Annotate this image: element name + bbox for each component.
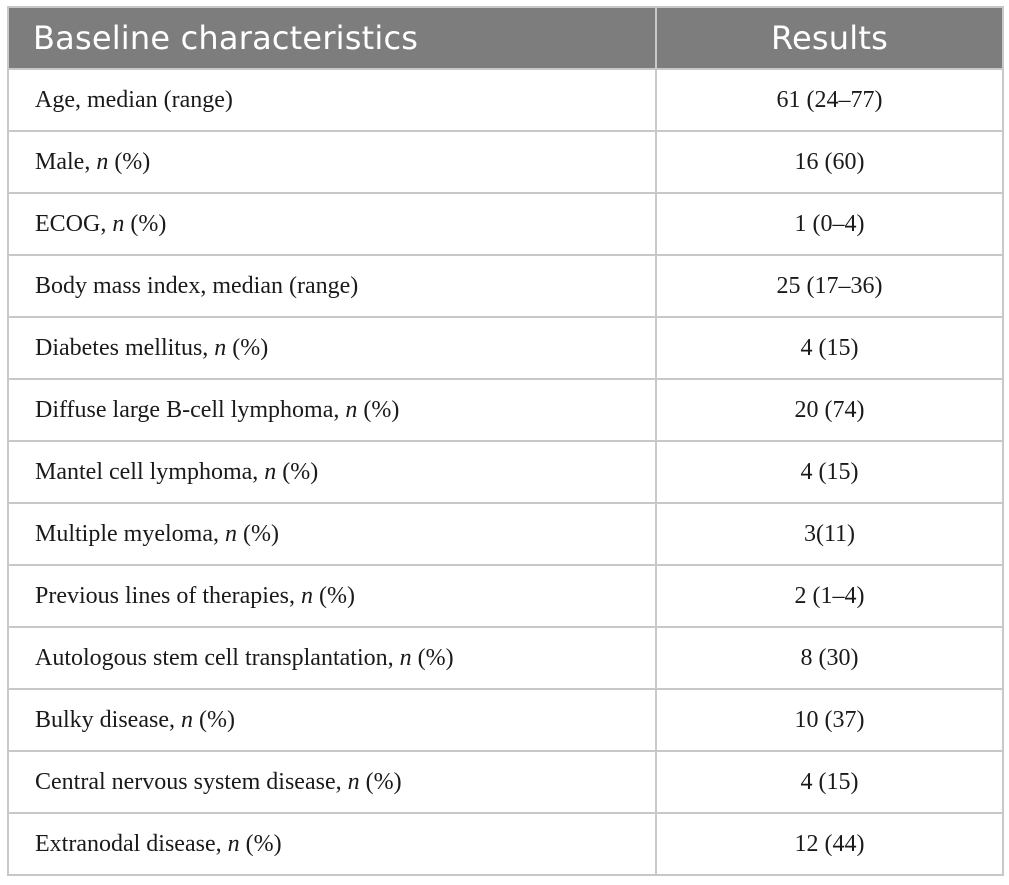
label-text: Extranodal disease, (35, 830, 228, 857)
n-symbol: n (264, 458, 277, 485)
label-suffix: (%) (276, 458, 319, 485)
table-row: Diffuse large B-cell lymphoma, n (%) 20 … (7, 378, 1004, 442)
row-label: Bulky disease, n (%) (7, 688, 657, 752)
row-value: 20 (74) (655, 378, 1004, 442)
row-value: 4 (15) (655, 750, 1004, 814)
label-text: Autologous stem cell transplantation, (35, 644, 400, 671)
label-text: Mantel cell lymphoma, (35, 458, 265, 485)
table-row: Mantel cell lymphoma, n (%) 4 (15) (7, 440, 1004, 504)
n-symbol: n (345, 396, 358, 423)
row-label: Central nervous system disease, n (%) (7, 750, 657, 814)
label-suffix: (%) (357, 396, 400, 423)
label-text: Male, (35, 148, 97, 175)
row-label: Autologous stem cell transplantation, n … (7, 626, 657, 690)
row-value: 3(11) (655, 502, 1004, 566)
n-symbol: n (96, 148, 109, 175)
row-value: 4 (15) (655, 440, 1004, 504)
n-symbol: n (224, 520, 237, 547)
n-symbol: n (214, 334, 227, 361)
label-text: ECOG, (35, 210, 113, 237)
table-row: Central nervous system disease, n (%) 4 … (7, 750, 1004, 814)
n-symbol: n (180, 706, 193, 733)
baseline-characteristics-table: Baseline characteristics Results Age, me… (7, 6, 1004, 876)
n-symbol: n (112, 210, 125, 237)
row-label: Male, n (%) (7, 130, 657, 194)
row-label: Diffuse large B-cell lymphoma, n (%) (7, 378, 657, 442)
row-value: 61 (24–77) (655, 68, 1004, 132)
row-value: 25 (17–36) (655, 254, 1004, 318)
row-label: Diabetes mellitus, n (%) (7, 316, 657, 380)
label-text: Central nervous system disease, (35, 768, 348, 795)
table-row: Extranodal disease, n (%) 12 (44) (7, 812, 1004, 876)
row-label: Extranodal disease, n (%) (7, 812, 657, 876)
header-baseline-characteristics: Baseline characteristics (7, 6, 657, 70)
label-suffix: (%) (236, 520, 279, 547)
label-text: Diabetes mellitus, (35, 334, 215, 361)
row-value: 2 (1–4) (655, 564, 1004, 628)
row-label: Age, median (range) (7, 68, 657, 132)
label-text: Age, median (range) (35, 86, 233, 113)
label-text: Bulky disease, (35, 706, 181, 733)
label-suffix: (%) (312, 582, 355, 609)
n-symbol: n (227, 830, 240, 857)
header-results: Results (655, 6, 1004, 70)
table-row: Male, n (%) 16 (60) (7, 130, 1004, 194)
row-value: 4 (15) (655, 316, 1004, 380)
label-suffix: (%) (411, 644, 454, 671)
label-suffix: (%) (226, 334, 269, 361)
row-label: Multiple myeloma, n (%) (7, 502, 657, 566)
label-text: Multiple myeloma, (35, 520, 225, 547)
table-row: Diabetes mellitus, n (%) 4 (15) (7, 316, 1004, 380)
row-value: 1 (0–4) (655, 192, 1004, 256)
n-symbol: n (347, 768, 360, 795)
table-row: Age, median (range) 61 (24–77) (7, 68, 1004, 132)
row-value: 10 (37) (655, 688, 1004, 752)
label-suffix: (%) (192, 706, 235, 733)
n-symbol: n (300, 582, 313, 609)
label-text: Body mass index, median (range) (35, 272, 359, 299)
row-label: Mantel cell lymphoma, n (%) (7, 440, 657, 504)
row-value: 8 (30) (655, 626, 1004, 690)
row-value: 16 (60) (655, 130, 1004, 194)
label-suffix: (%) (239, 830, 282, 857)
table-row: Body mass index, median (range) 25 (17–3… (7, 254, 1004, 318)
label-suffix: (%) (124, 210, 167, 237)
table-row: Previous lines of therapies, n (%) 2 (1–… (7, 564, 1004, 628)
table-row: Multiple myeloma, n (%) 3(11) (7, 502, 1004, 566)
label-text: Previous lines of therapies, (35, 582, 301, 609)
n-symbol: n (399, 644, 412, 671)
row-label: ECOG, n (%) (7, 192, 657, 256)
table-row: Bulky disease, n (%) 10 (37) (7, 688, 1004, 752)
label-suffix: (%) (108, 148, 151, 175)
table-row: Autologous stem cell transplantation, n … (7, 626, 1004, 690)
label-suffix: (%) (359, 768, 402, 795)
table-row: ECOG, n (%) 1 (0–4) (7, 192, 1004, 256)
row-label: Body mass index, median (range) (7, 254, 657, 318)
row-value: 12 (44) (655, 812, 1004, 876)
header-row: Baseline characteristics Results (7, 6, 1004, 70)
row-label: Previous lines of therapies, n (%) (7, 564, 657, 628)
label-text: Diffuse large B-cell lymphoma, (35, 396, 346, 423)
